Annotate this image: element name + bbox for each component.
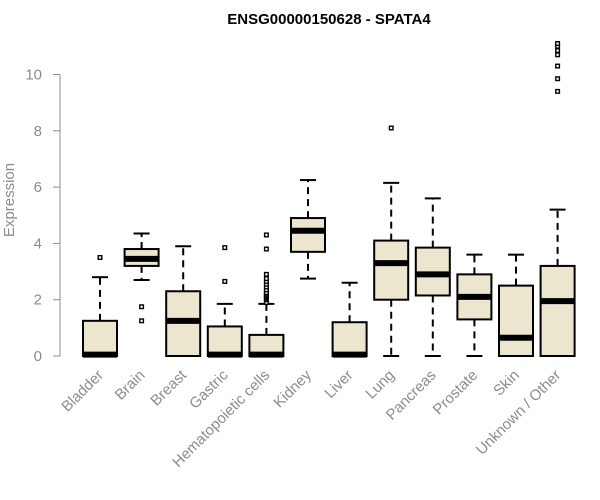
box-skin [498,253,534,357]
outlier-point [263,232,269,238]
outlier-point [555,76,561,82]
y-tick-label: 6 [34,179,42,196]
y-tick-label: 4 [34,235,42,252]
box-brain [123,232,160,324]
x-category-label: Brain [112,367,149,404]
iqr-box [82,319,118,357]
x-category-label: Prostate [430,367,482,419]
boxes-group [82,41,576,358]
x-category-label: Liver [321,367,356,402]
box-liver [331,281,368,358]
box-gastric [206,245,243,358]
y-tick-label: 8 [34,123,42,140]
box-hematopoietic-cells [248,232,285,358]
outlier-point [97,254,103,260]
iqr-box [373,239,410,301]
y-tick-label: 10 [25,67,42,84]
outlier-point [555,52,561,58]
chart-title: ENSG00000150628 - SPATA4 [227,11,431,28]
outlier-point [263,246,269,252]
y-tick-label: 0 [34,348,42,365]
y-tick-label: 2 [34,292,42,309]
iqr-box [290,217,326,253]
iqr-box [498,284,534,357]
box-kidney [290,179,326,280]
outlier-point [139,318,145,324]
x-category-label: Skin [490,367,523,400]
x-category-label: Kidney [270,366,315,411]
outlier-point [388,125,394,131]
outlier-point [555,88,561,94]
box-unknown-other [539,41,576,358]
x-category-label: Bladder [58,367,107,416]
box-pancreas [414,197,451,357]
outlier-point [222,278,228,284]
outlier-point [222,245,228,251]
x-category-label: Breast [147,366,190,409]
outlier-point [555,63,561,69]
outlier-point [263,271,269,277]
outlier-point [555,41,561,47]
outlier-point [555,48,561,54]
iqr-box [331,321,368,357]
iqr-box [206,325,243,358]
box-breast [165,245,202,358]
box-prostate [456,253,493,357]
box-lung [373,125,410,357]
outlier-point [263,276,269,282]
outlier-point [139,304,145,310]
y-axis-label: Expression [1,163,18,237]
y-axis: 0 2 4 6 8 10 [25,67,61,365]
x-category-label: Lung [362,367,398,403]
box-bladder [82,254,118,358]
iqr-box [539,264,576,358]
